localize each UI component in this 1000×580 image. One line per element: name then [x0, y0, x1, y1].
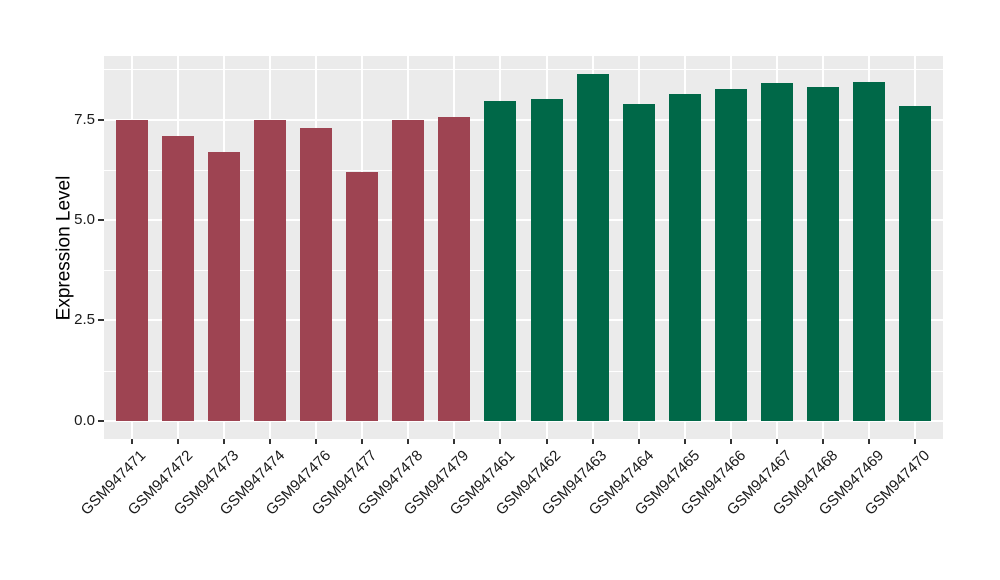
x-axis-tick [822, 439, 825, 444]
bar-GSM947462 [530, 98, 563, 421]
minor-gridline [104, 69, 943, 71]
bar-GSM947461 [484, 100, 517, 421]
major-gridline [104, 319, 943, 322]
bar-GSM947471 [115, 120, 148, 421]
y-tick-label: 2.5 [74, 311, 95, 329]
bar-GSM947465 [668, 94, 701, 421]
x-axis-tick [776, 439, 779, 444]
x-axis-tick [545, 439, 548, 444]
bar-GSM947466 [714, 88, 747, 421]
y-axis-tick [98, 419, 104, 422]
y-axis-tick [98, 319, 104, 322]
major-gridline [104, 218, 943, 221]
x-axis-tick [914, 439, 917, 444]
x-axis-tick [683, 439, 686, 444]
x-axis-tick [361, 439, 364, 444]
minor-gridline [104, 370, 943, 372]
x-axis-tick [130, 439, 133, 444]
major-gridline [104, 118, 943, 121]
y-axis-tick [98, 118, 104, 121]
bar-GSM947463 [576, 73, 609, 421]
y-tick-label: 7.5 [74, 110, 95, 128]
bar-GSM947474 [253, 119, 286, 421]
x-axis-tick [868, 439, 871, 444]
y-tick-label: 0.0 [74, 411, 95, 429]
x-axis-tick [222, 439, 225, 444]
minor-gridline [104, 270, 943, 272]
bar-GSM947477 [346, 171, 379, 421]
x-axis-tick [499, 439, 502, 444]
bar-GSM947464 [622, 104, 655, 421]
plot-panel [104, 56, 943, 439]
y-tick-label: 5.0 [74, 210, 95, 228]
bar-GSM947476 [300, 127, 333, 421]
x-axis-tick [637, 439, 640, 444]
bar-GSM947470 [899, 105, 932, 421]
x-axis-tick [268, 439, 271, 444]
x-axis-tick [729, 439, 732, 444]
bar-GSM947473 [207, 152, 240, 421]
bar-GSM947467 [761, 83, 794, 421]
y-axis-title: Expression Level [53, 175, 75, 320]
x-axis-tick [453, 439, 456, 444]
bar-GSM947472 [161, 136, 194, 421]
x-axis-tick [591, 439, 594, 444]
major-gridline [104, 419, 943, 422]
bar-GSM947468 [807, 86, 840, 421]
bar-GSM947469 [853, 81, 886, 421]
bar-GSM947478 [392, 119, 425, 421]
minor-gridline [104, 169, 943, 171]
y-axis-tick [98, 218, 104, 221]
x-axis-tick [176, 439, 179, 444]
x-axis-tick [315, 439, 318, 444]
x-axis-tick [407, 439, 410, 444]
bar-GSM947479 [438, 116, 471, 421]
